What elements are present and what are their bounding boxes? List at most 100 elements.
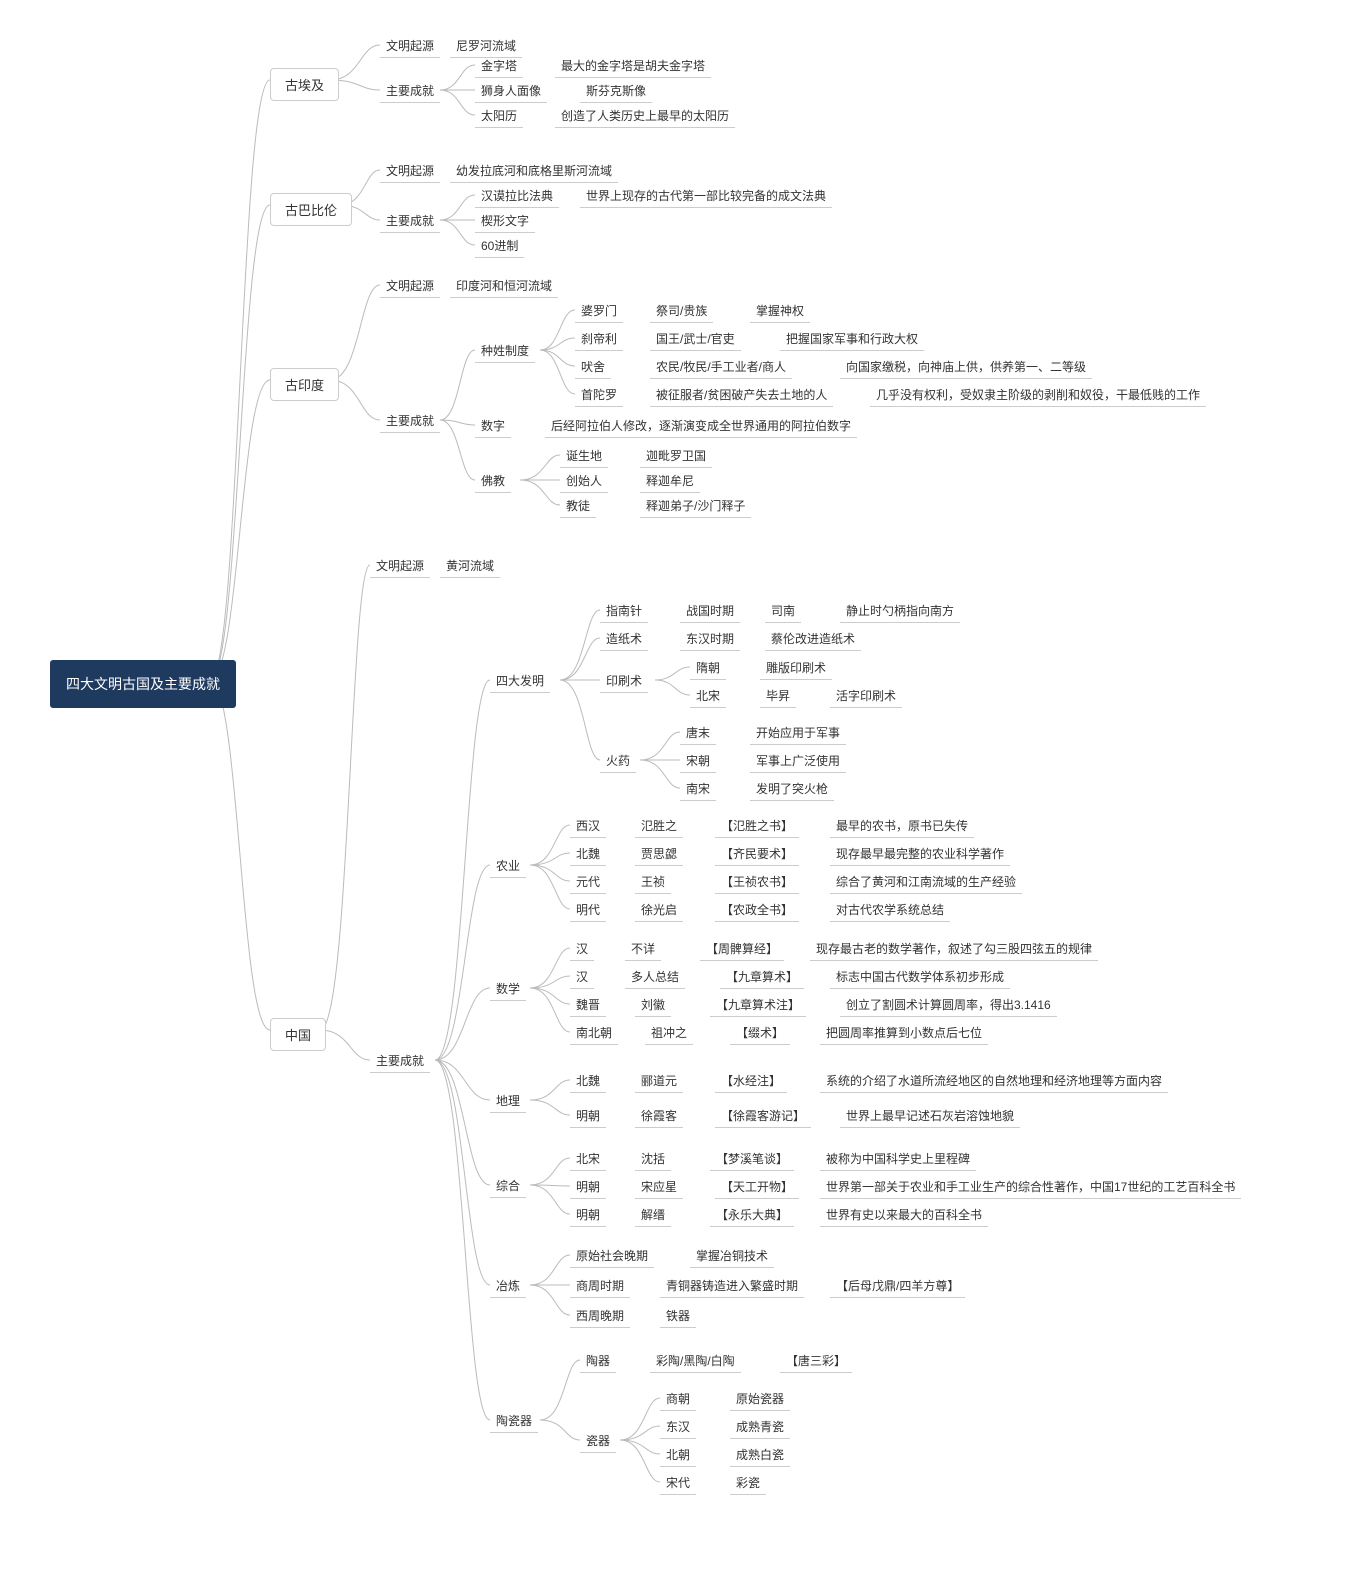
math-liuhui-detail: 创立了割圆术计算圆周率，得出3.1416 xyxy=(840,994,1057,1017)
math-jiuzhang-book: 【九章算术】 xyxy=(720,966,804,989)
buddhism-founder-value: 释迦牟尼 xyxy=(640,470,700,493)
geo-xuxiake-book: 【徐霞客游记】 xyxy=(715,1105,811,1128)
india-achieve-label: 主要成就 xyxy=(380,410,440,433)
math-jiuzhang-era: 汉 xyxy=(570,966,594,989)
node-babylon: 古巴比伦 xyxy=(270,193,352,226)
comp-tiangong-person: 宋应星 xyxy=(635,1176,683,1199)
pottery-tao: 陶器 xyxy=(580,1350,616,1373)
agri-xihan-person: 氾胜之 xyxy=(635,815,683,838)
gunpowder-nsong-detail: 发明了突火枪 xyxy=(750,778,834,801)
comp-mengxi-era: 北宋 xyxy=(570,1148,606,1171)
china-geo: 地理 xyxy=(490,1090,526,1113)
math-jiuzhang-person: 多人总结 xyxy=(625,966,685,989)
agri-xihan-book: 【氾胜之书】 xyxy=(715,815,799,838)
printing-song-person: 毕昇 xyxy=(760,685,796,708)
geo-xuxiake-person: 徐霞客 xyxy=(635,1105,683,1128)
ci-donghan-detail: 成熟青瓷 xyxy=(730,1416,790,1439)
china-achieve-label: 主要成就 xyxy=(370,1050,430,1073)
compass-era: 战国时期 xyxy=(680,600,740,623)
metal-primitive-detail: 掌握冶铜技术 xyxy=(690,1245,774,1268)
node-china: 中国 xyxy=(270,1018,326,1051)
china-comp: 综合 xyxy=(490,1175,526,1198)
comp-yongle-person: 解缙 xyxy=(635,1204,671,1227)
mindmap-container: 四大文明古国及主要成就 古埃及 文明起源 尼罗河流域 主要成就 金字塔 最大的金… xyxy=(20,20,1365,1567)
babylon-achieve-label: 主要成就 xyxy=(380,210,440,233)
compass: 指南针 xyxy=(600,600,648,623)
metal-shangzhou-example: 【后母戊鼎/四羊方尊】 xyxy=(830,1275,965,1298)
pottery-ci: 瓷器 xyxy=(580,1430,616,1453)
china-inventions: 四大发明 xyxy=(490,670,550,693)
caste-shudra-role: 被征服者/贫困破产失去土地的人 xyxy=(650,384,833,407)
agri-yuan-era: 元代 xyxy=(570,871,606,894)
root-node: 四大文明古国及主要成就 xyxy=(50,660,236,708)
india-origin-label: 文明起源 xyxy=(380,275,440,298)
paper: 造纸术 xyxy=(600,628,648,651)
math-zhoubi-detail: 现存最古老的数学著作，叙述了勾三股四弦五的规律 xyxy=(810,938,1098,961)
geo-shuijing-era: 北魏 xyxy=(570,1070,606,1093)
math-zhoubi-era: 汉 xyxy=(570,938,594,961)
agri-beiwei-era: 北魏 xyxy=(570,843,606,866)
printing-sui-era: 隋朝 xyxy=(690,657,726,680)
agri-yuan-person: 王祯 xyxy=(635,871,671,894)
math-zuchong-book: 【缀术】 xyxy=(730,1022,790,1045)
caste-vaishya-role: 农民/牧民/手工业者/商人 xyxy=(650,356,792,379)
node-india: 古印度 xyxy=(270,368,339,401)
comp-yongle-era: 明朝 xyxy=(570,1204,606,1227)
babylon-origin-label: 文明起源 xyxy=(380,160,440,183)
ci-songdai-era: 宋代 xyxy=(660,1472,696,1495)
math-zhoubi-person: 不详 xyxy=(625,938,661,961)
buddhism-followers-value: 释迦弟子/沙门释子 xyxy=(640,495,751,518)
egypt-calendar-detail: 创造了人类历史上最早的太阳历 xyxy=(555,105,735,128)
comp-yongle-detail: 世界有史以来最大的百科全书 xyxy=(820,1204,988,1227)
china-origin-label: 文明起源 xyxy=(370,555,430,578)
ci-shang-detail: 原始瓷器 xyxy=(730,1388,790,1411)
metal-shangzhou-era: 商周时期 xyxy=(570,1275,630,1298)
china-math: 数学 xyxy=(490,978,526,1001)
gunpowder-tang-detail: 开始应用于军事 xyxy=(750,722,846,745)
india-numbers-detail: 后经阿拉伯人修改，逐渐演变成全世界通用的阿拉伯数字 xyxy=(545,415,857,438)
china-pottery: 陶瓷器 xyxy=(490,1410,538,1433)
agri-xihan-era: 西汉 xyxy=(570,815,606,838)
comp-yongle-book: 【永乐大典】 xyxy=(710,1204,794,1227)
caste-brahmin-power: 掌握神权 xyxy=(750,300,810,323)
node-egypt: 古埃及 xyxy=(270,68,339,101)
ci-donghan-era: 东汉 xyxy=(660,1416,696,1439)
comp-mengxi-person: 沈括 xyxy=(635,1148,671,1171)
babylon-cuneiform: 楔形文字 xyxy=(475,210,535,233)
ci-beichao-detail: 成熟白瓷 xyxy=(730,1444,790,1467)
printing-sui-detail: 雕版印刷术 xyxy=(760,657,832,680)
egypt-achieve-label: 主要成就 xyxy=(380,80,440,103)
printing: 印刷术 xyxy=(600,670,648,693)
india-caste-label: 种姓制度 xyxy=(475,340,535,363)
math-zuchong-person: 祖冲之 xyxy=(645,1022,693,1045)
gunpowder-tang-era: 唐末 xyxy=(680,722,716,745)
math-liuhui-person: 刘徽 xyxy=(635,994,671,1017)
agri-xihan-detail: 最早的农书，原书已失传 xyxy=(830,815,974,838)
agri-ming-book: 【农政全书】 xyxy=(715,899,799,922)
ci-beichao-era: 北朝 xyxy=(660,1444,696,1467)
india-buddhism: 佛教 xyxy=(475,470,511,493)
comp-mengxi-detail: 被称为中国科学史上里程碑 xyxy=(820,1148,976,1171)
geo-shuijing-person: 郦道元 xyxy=(635,1070,683,1093)
paper-era: 东汉时期 xyxy=(680,628,740,651)
buddhism-birthplace-label: 诞生地 xyxy=(560,445,608,468)
india-origin-value: 印度河和恒河流域 xyxy=(450,275,558,298)
caste-shudra-power: 几乎没有权利，受奴隶主阶级的剥削和奴役，干最低贱的工作 xyxy=(870,384,1206,407)
buddhism-founder-label: 创始人 xyxy=(560,470,608,493)
metal-shangzhou-detail: 青铜器铸造进入繁盛时期 xyxy=(660,1275,804,1298)
agri-beiwei-detail: 现存最早最完整的农业科学著作 xyxy=(830,843,1010,866)
caste-kshatriya: 刹帝利 xyxy=(575,328,623,351)
geo-shuijing-detail: 系统的介绍了水道所流经地区的自然地理和经济地理等方面内容 xyxy=(820,1070,1168,1093)
comp-tiangong-book: 【天工开物】 xyxy=(715,1176,799,1199)
babylon-base60: 60进制 xyxy=(475,235,524,258)
compass-detail: 静止时勺柄指向南方 xyxy=(840,600,960,623)
caste-vaishya: 吠舍 xyxy=(575,356,611,379)
ci-shang-era: 商朝 xyxy=(660,1388,696,1411)
comp-tiangong-era: 明朝 xyxy=(570,1176,606,1199)
agri-ming-era: 明代 xyxy=(570,899,606,922)
china-origin-value: 黄河流域 xyxy=(440,555,500,578)
ci-songdai-detail: 彩瓷 xyxy=(730,1472,766,1495)
china-metal: 冶炼 xyxy=(490,1275,526,1298)
babylon-code-detail: 世界上现存的古代第一部比较完备的成文法典 xyxy=(580,185,832,208)
egypt-calendar: 太阳历 xyxy=(475,105,523,128)
